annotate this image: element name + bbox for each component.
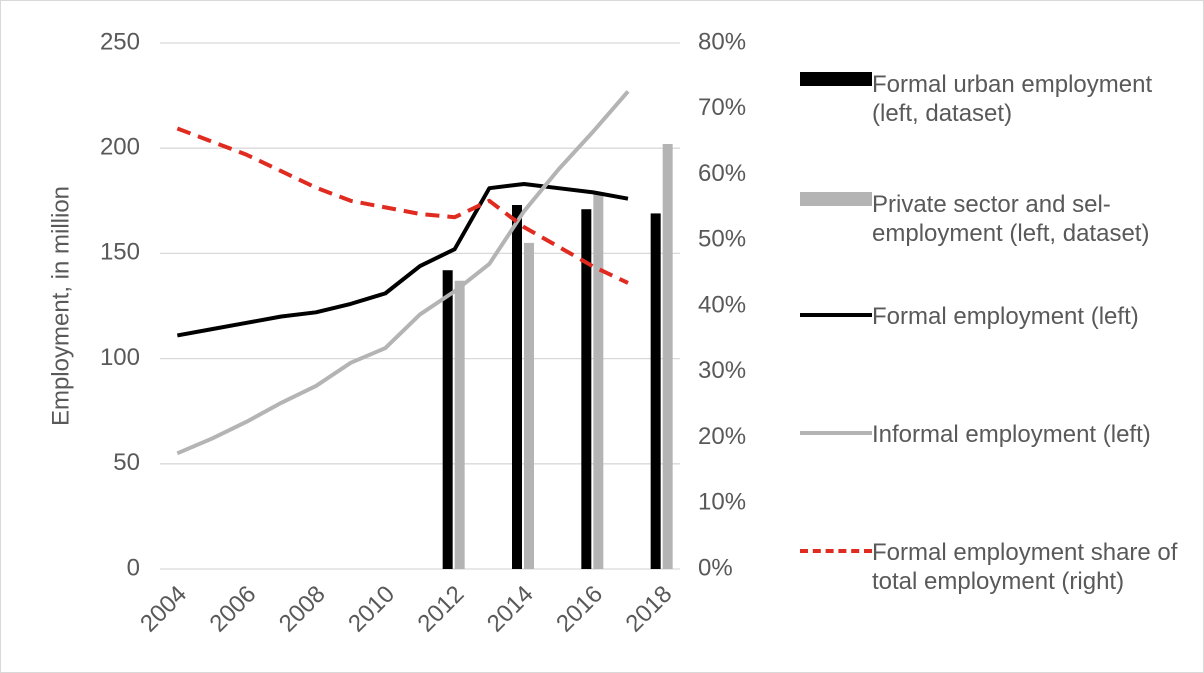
y-tick-label: 250 xyxy=(100,28,140,55)
x-tick-label: 2012 xyxy=(413,581,470,638)
y-tick-label: 100 xyxy=(100,344,140,371)
legend-label: Formal employment (left) xyxy=(872,303,1139,330)
y2-tick-label: 40% xyxy=(698,291,746,318)
line-series xyxy=(176,90,630,456)
bar xyxy=(662,143,673,569)
legend-label: Informal employment (left) xyxy=(872,421,1151,448)
legend-label: Formal employment share of total employm… xyxy=(872,539,1178,595)
bar xyxy=(442,270,453,569)
x-tick-label: 2004 xyxy=(135,581,192,638)
bar xyxy=(650,213,661,569)
y-tick-label: 150 xyxy=(100,239,140,266)
y-tick-label: 200 xyxy=(100,134,140,161)
legend-swatch xyxy=(800,70,872,98)
bar xyxy=(512,205,522,569)
legend-label: Formal urban employment (left, dataset) xyxy=(872,71,1153,127)
y2-tick-label: 60% xyxy=(698,160,746,187)
y-tick-label: 50 xyxy=(113,449,140,476)
bar xyxy=(524,242,534,569)
bar xyxy=(454,280,465,569)
y-tick-label: 0 xyxy=(127,554,140,581)
legend-entry: Formal urban employment (left, dataset) xyxy=(800,70,1195,128)
bar xyxy=(593,194,604,569)
y2-tick-label: 30% xyxy=(698,357,746,384)
legend-swatch xyxy=(800,538,872,566)
legend-entry: Formal employment (left) xyxy=(800,302,1195,331)
y2-tick-label: 10% xyxy=(698,489,746,516)
y2-tick-label: 50% xyxy=(698,226,746,253)
y2-tick-label: 20% xyxy=(698,423,746,450)
x-tick-label: 2006 xyxy=(205,581,262,638)
x-tick-label: 2018 xyxy=(621,581,678,638)
legend-entry: Private sector and sel-employment (left,… xyxy=(800,190,1195,248)
legend-swatch xyxy=(800,420,872,448)
x-tick-label: 2014 xyxy=(482,581,539,638)
line-series xyxy=(176,181,629,338)
bar xyxy=(581,209,592,569)
legend-swatch xyxy=(800,302,872,330)
y-axis-label: Employment, in million xyxy=(47,186,74,426)
y2-tick-label: 0% xyxy=(698,554,733,581)
legend-entry: Informal employment (left) xyxy=(800,420,1195,449)
legend-swatch xyxy=(800,190,872,218)
x-tick-label: 2010 xyxy=(343,581,400,638)
y2-tick-label: 80% xyxy=(698,28,746,55)
legend-label: Private sector and sel-employment (left,… xyxy=(872,191,1150,247)
line-series xyxy=(176,126,629,285)
x-tick-label: 2008 xyxy=(274,581,331,638)
x-tick-label: 2016 xyxy=(551,581,608,638)
y2-tick-label: 70% xyxy=(698,94,746,121)
legend-entry: Formal employment share of total employm… xyxy=(800,538,1195,596)
